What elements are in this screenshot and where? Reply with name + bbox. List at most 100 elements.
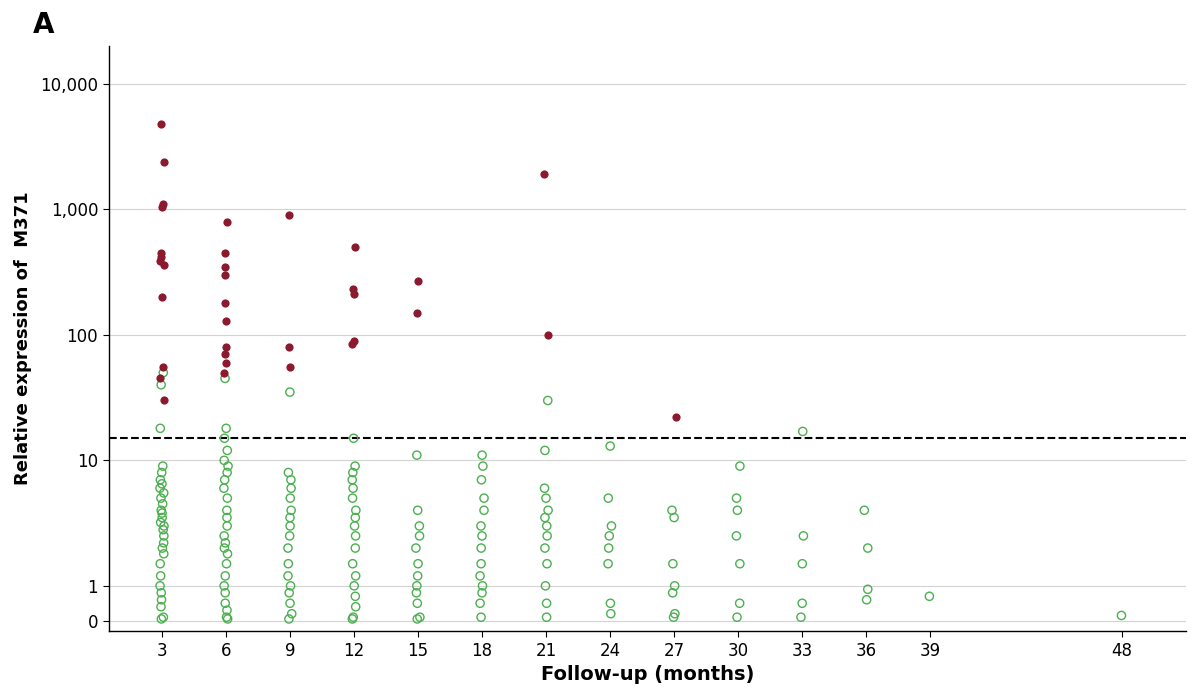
Point (539, 329, 558, 341)
Point (216, 341, 235, 352)
Point (665, 580, 684, 591)
Point (151, 493, 170, 504)
Point (343, 558, 362, 570)
Point (344, 433, 364, 444)
Point (408, 570, 427, 581)
Point (151, 247, 170, 258)
Point (154, 487, 173, 498)
Point (346, 542, 365, 554)
Point (216, 587, 235, 598)
Point (151, 423, 170, 434)
Point (151, 251, 170, 262)
Point (281, 362, 300, 373)
Point (151, 570, 170, 581)
Point (794, 530, 814, 542)
Point (152, 542, 172, 554)
Point (664, 558, 683, 570)
Point (344, 521, 364, 532)
Point (217, 445, 236, 456)
Point (152, 119, 172, 130)
Point (665, 608, 684, 619)
Point (731, 461, 750, 472)
Point (281, 512, 300, 523)
Point (215, 247, 234, 258)
Point (216, 423, 235, 434)
Point (536, 611, 556, 623)
Point (151, 601, 170, 612)
Point (151, 614, 170, 625)
Point (216, 297, 235, 309)
Point (282, 482, 301, 493)
Point (601, 597, 620, 609)
Point (150, 482, 169, 493)
Point (154, 537, 173, 549)
Point (154, 548, 173, 559)
Point (538, 558, 557, 570)
Point (600, 440, 619, 452)
Point (278, 542, 298, 554)
Point (155, 156, 174, 168)
Point (858, 584, 877, 595)
Point (216, 570, 235, 581)
Point (535, 512, 554, 523)
Point (408, 597, 427, 609)
Point (347, 505, 366, 516)
Point (665, 512, 684, 523)
Text: A: A (34, 11, 55, 39)
Point (346, 601, 365, 612)
Point (727, 530, 746, 542)
Point (599, 558, 618, 570)
Point (154, 461, 173, 472)
Point (664, 587, 683, 598)
Point (278, 467, 298, 478)
Point (346, 530, 365, 542)
Point (217, 357, 236, 369)
Point (154, 611, 173, 623)
Point (472, 474, 491, 485)
Point (407, 450, 426, 461)
Point (346, 512, 365, 523)
Point (216, 537, 235, 549)
Point (215, 269, 234, 281)
Point (280, 587, 299, 598)
Point (152, 201, 172, 212)
Point (473, 450, 492, 461)
Point (410, 611, 430, 623)
Point (727, 611, 746, 623)
Point (602, 521, 622, 532)
Point (154, 199, 173, 210)
Point (538, 395, 557, 406)
Point (408, 505, 427, 516)
Point (154, 524, 173, 535)
Point (282, 505, 301, 516)
Point (919, 591, 938, 602)
Point (154, 498, 173, 510)
Point (152, 292, 172, 303)
Point (281, 521, 300, 532)
Point (217, 604, 236, 616)
Point (216, 315, 235, 326)
Point (408, 558, 427, 570)
Point (280, 209, 299, 221)
Point (151, 558, 170, 570)
Point (407, 542, 426, 554)
Point (599, 493, 618, 504)
Point (538, 521, 557, 532)
Point (151, 379, 170, 390)
Point (407, 580, 426, 591)
Point (215, 580, 234, 591)
Point (343, 467, 362, 478)
Point (730, 597, 749, 609)
Point (538, 530, 557, 542)
Point (342, 474, 361, 485)
Point (535, 482, 554, 493)
Point (217, 505, 236, 516)
Point (151, 587, 170, 598)
Point (150, 580, 169, 591)
Point (151, 517, 170, 528)
Point (342, 338, 361, 349)
Point (472, 521, 491, 532)
Point (791, 611, 810, 623)
Point (662, 505, 682, 516)
Point (152, 507, 172, 519)
